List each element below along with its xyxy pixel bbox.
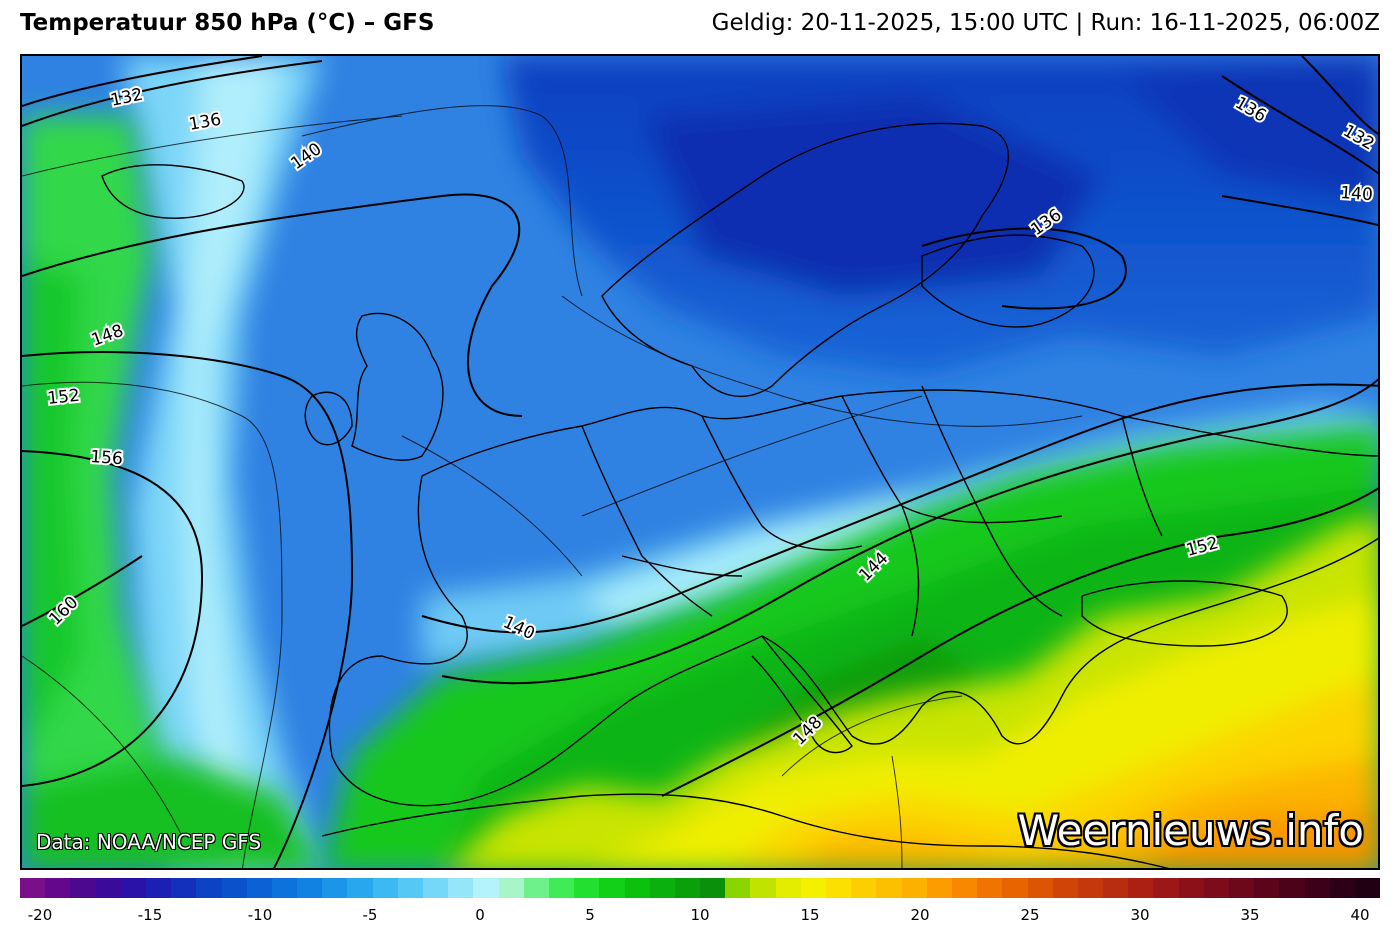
- colorbar-tick-label: 5: [585, 906, 595, 924]
- colorbar-segment: [322, 878, 348, 898]
- colorbar-segment: [246, 878, 272, 898]
- colorbar-segment: [1304, 878, 1330, 898]
- colorbar-tick-label: -10: [247, 906, 273, 924]
- colorbar-segment: [826, 878, 852, 898]
- colorbar-segment: [1254, 878, 1280, 898]
- colorbar-segment: [574, 878, 600, 898]
- colorbar-segment: [45, 878, 71, 898]
- temperature-field: 132 136 140 148 152 156 160 140 144 148 …: [22, 56, 1378, 868]
- colorbar-tick-label: 40: [1350, 906, 1370, 924]
- map-title: Temperatuur 850 hPa (°C) – GFS: [20, 10, 435, 36]
- colorbar-segment: [1103, 878, 1129, 898]
- colorbar-segment: [297, 878, 323, 898]
- colorbar-segment: [1077, 878, 1104, 898]
- colorbar-segment: [674, 878, 701, 898]
- colorbar-segment: [1178, 878, 1204, 898]
- colorbar-segment: [397, 878, 423, 898]
- colorbar-segment: [725, 878, 751, 898]
- colorbar-segment: [649, 878, 675, 898]
- colorbar-segment: [1279, 878, 1305, 898]
- colorbar-segment: [20, 878, 46, 898]
- site-watermark: Weernieuws.info: [1017, 806, 1364, 855]
- colorbar-tick-label: -15: [137, 906, 163, 924]
- colorbar-segment: [1354, 878, 1381, 898]
- colorbar-segment: [473, 878, 499, 898]
- colorbar-segment: [951, 878, 978, 898]
- valid-run-info: Geldig: 20-11-2025, 15:00 UTC | Run: 16-…: [711, 10, 1380, 36]
- colorbar-segment: [145, 878, 172, 898]
- colorbar-tick-label: -20: [27, 906, 53, 924]
- contour-label: 156: [90, 447, 124, 469]
- colorbar-segment: [70, 878, 96, 898]
- colorbar-segment: [423, 878, 449, 898]
- colorbar-segment: [750, 878, 776, 898]
- colorbar-segment: [120, 878, 146, 898]
- colorbar-tick-label: 30: [1130, 906, 1150, 924]
- colorbar-segment: [372, 878, 398, 898]
- contour-label: 140: [1340, 183, 1374, 205]
- colorbar-segment: [221, 878, 247, 898]
- colorbar-segment: [876, 878, 902, 898]
- contour-label: 152: [46, 386, 80, 409]
- data-source-note: Data: NOAA/NCEP GFS: [36, 830, 262, 854]
- colorbar-segment: [498, 878, 524, 898]
- colorbar-tick-label: 15: [800, 906, 820, 924]
- colorbar-segment: [1329, 878, 1355, 898]
- colorbar-segment: [1128, 878, 1154, 898]
- colorbar-segment: [700, 878, 726, 898]
- colorbar-tick-label: -5: [362, 906, 378, 924]
- colorbar-segment: [271, 878, 298, 898]
- colorbar-segment: [775, 878, 801, 898]
- colorbar-segment: [926, 878, 952, 898]
- temperature-map: 132 136 140 148 152 156 160 140 144 148 …: [20, 54, 1380, 870]
- colorbar-segment: [1203, 878, 1229, 898]
- colorbar-segment: [624, 878, 650, 898]
- colorbar-segment: [1052, 878, 1078, 898]
- colorbar-segment: [448, 878, 474, 898]
- colorbar-ticks: -20 -15 -10 -5 0 5 10 15 20 25 30 35 40: [20, 906, 1380, 926]
- colorbar-tick-label: 35: [1240, 906, 1260, 924]
- colorbar-tick-label: 20: [910, 906, 930, 924]
- colorbar-segment: [800, 878, 826, 898]
- colorbar-segment: [1002, 878, 1028, 898]
- colorbar-tick-label: 25: [1020, 906, 1040, 924]
- colorbar-segment: [347, 878, 373, 898]
- colorbar-segment: [901, 878, 927, 898]
- colorbar-segment: [95, 878, 121, 898]
- colorbar-segment: [977, 878, 1003, 898]
- colorbar-segment: [599, 878, 625, 898]
- colorbar-segment: [1229, 878, 1255, 898]
- colorbar-segment: [548, 878, 575, 898]
- colorbar-segment: [171, 878, 197, 898]
- colorbar-segment: [196, 878, 222, 898]
- temperature-colorbar: [20, 878, 1381, 898]
- colorbar-tick-label: 0: [475, 906, 485, 924]
- colorbar-segment: [1153, 878, 1179, 898]
- colorbar-tick-label: 10: [690, 906, 710, 924]
- colorbar-segment: [523, 878, 549, 898]
- colorbar-segment: [1027, 878, 1053, 898]
- colorbar-segment: [851, 878, 877, 898]
